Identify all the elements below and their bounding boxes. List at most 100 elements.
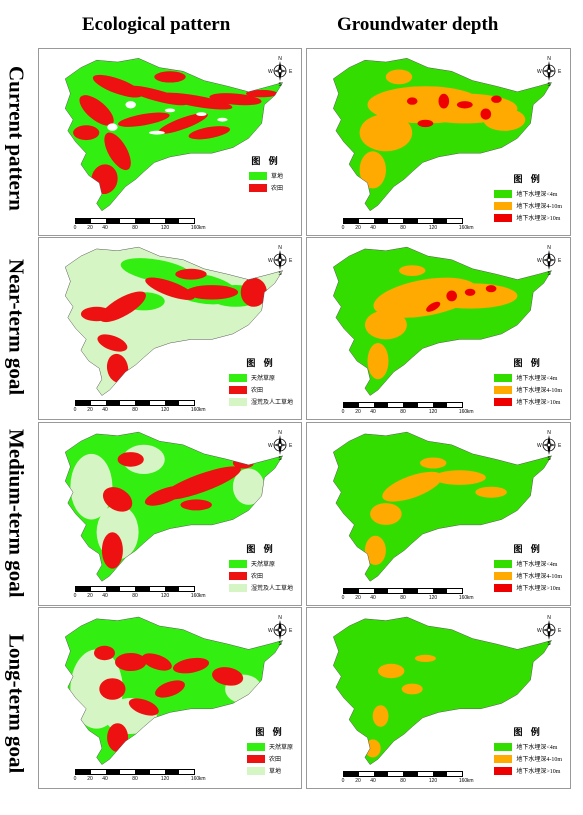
- north-arrow-icon: N S W E: [536, 55, 562, 88]
- scale-tick: 40: [370, 225, 376, 231]
- legend-item: 草地: [248, 171, 283, 180]
- scale-bar: 0 20 40 80 120 160 km: [74, 769, 206, 782]
- svg-text:N: N: [547, 56, 551, 62]
- map: [332, 431, 553, 582]
- legend-item: 地下水埋深<4m: [494, 742, 562, 751]
- map-legend: 图 例地下水埋深<4m 地下水埋深4-10m 地下水埋深>10m: [494, 172, 562, 225]
- ecological-pattern-panel-3: N S W E 图 例天然草原 农田 湿荒及人工草地 0 20 40 80 120 160 km: [38, 422, 302, 606]
- legend-swatch: [228, 571, 247, 580]
- map: [64, 58, 284, 212]
- scale-tick: 0: [73, 407, 77, 413]
- svg-text:N: N: [547, 430, 551, 436]
- map: [64, 246, 284, 396]
- scale-tick: 120: [428, 409, 438, 415]
- legend-swatch: [494, 373, 513, 382]
- svg-text:W: W: [537, 443, 542, 449]
- column-title-ecological: Ecological pattern: [82, 14, 231, 35]
- svg-text:N: N: [278, 56, 282, 62]
- legend-title: 图 例: [513, 174, 543, 184]
- scale-tick: 20: [87, 593, 93, 599]
- legend-item: 天然草原: [246, 742, 293, 751]
- legend-swatch: [246, 766, 265, 775]
- svg-text:E: E: [289, 69, 293, 75]
- scale-tick: 40: [370, 778, 376, 784]
- scale-tick: 40: [102, 776, 108, 782]
- legend-item: 地下水埋深4-10m: [494, 201, 562, 210]
- svg-text:E: E: [558, 628, 562, 634]
- svg-text:S: S: [547, 641, 551, 646]
- map-legend: 图 例地下水埋深<4m 地下水埋深4-10m 地下水埋深>10m: [494, 356, 562, 409]
- scale-tick: 120: [160, 407, 170, 413]
- legend-item: 农田: [228, 571, 293, 580]
- legend-swatch: [228, 397, 247, 406]
- north-arrow-icon: N S W E: [267, 244, 293, 277]
- scale-unit: km: [198, 776, 206, 782]
- svg-text:N: N: [278, 430, 282, 436]
- ecological-pattern-panel-2: N S W E 图 例天然草原 农田 湿荒及人工草地 0 20 40 80 120 160 km: [38, 237, 302, 420]
- legend-label: 地下水埋深>10m: [516, 216, 561, 222]
- scale-tick: 0: [341, 778, 345, 784]
- legend-label: 天然草原: [250, 562, 275, 568]
- scale-tick: 160: [190, 407, 200, 413]
- scale-bar: 0 20 40 80 120 160 km: [341, 218, 474, 231]
- scale-unit: km: [466, 409, 474, 415]
- legend-label: 地下水埋深4-10m: [516, 574, 562, 580]
- scale-unit: km: [466, 225, 474, 231]
- north-arrow-icon: N S W E: [267, 614, 293, 647]
- north-arrow-icon: N S W E: [267, 429, 293, 462]
- legend-label: 湿荒及人工草地: [250, 400, 293, 406]
- scale-unit: km: [198, 225, 206, 231]
- legend-label: 地下水埋深<4m: [516, 745, 558, 751]
- scale-tick: 20: [87, 407, 93, 413]
- row-title-near-term: Near-term goal: [4, 258, 29, 396]
- svg-text:S: S: [547, 456, 551, 461]
- scale-tick: 80: [400, 225, 406, 231]
- legend-item: 农田: [246, 754, 293, 763]
- scale-tick: 0: [341, 409, 345, 415]
- legend-item: 地下水埋深4-10m: [494, 571, 562, 580]
- scale-tick: 160: [458, 225, 468, 231]
- scale-tick: 0: [341, 225, 345, 231]
- legend-item: 地下水埋深>10m: [494, 766, 562, 775]
- legend-swatch: [494, 213, 513, 222]
- map-legend: 图 例草地 农田: [248, 154, 283, 195]
- north-arrow-icon: N S W E: [536, 429, 562, 462]
- scale-tick: 20: [355, 595, 361, 601]
- map: [332, 246, 553, 396]
- legend-label: 湿荒及人工草地: [250, 586, 293, 592]
- map: [333, 58, 553, 212]
- scale-bar: 0 20 40 80 120 160 km: [74, 218, 206, 231]
- legend-item: 地下水埋深4-10m: [494, 385, 562, 394]
- scale-tick: 40: [370, 409, 376, 415]
- legend-item: 地下水埋深>10m: [494, 397, 562, 406]
- legend-label: 地下水埋深>10m: [516, 400, 561, 406]
- scale-tick: 20: [355, 778, 361, 784]
- scale-tick: 40: [102, 407, 108, 413]
- svg-text:N: N: [278, 615, 282, 621]
- ecological-pattern-panel-4: N S W E 图 例天然草原 农田 草地 0 20 40 80 120 160 km: [38, 607, 302, 789]
- legend-swatch: [228, 559, 247, 568]
- groundwater-depth-panel-3: N S W E 图 例地下水埋深<4m 地下水埋深4-10m 地下水埋深>10m 0…: [306, 422, 571, 606]
- legend-item: 草地: [246, 766, 293, 775]
- svg-text:W: W: [268, 443, 273, 449]
- legend-label: 地下水埋深<4m: [516, 376, 558, 382]
- legend-label: 农田: [270, 186, 283, 192]
- north-arrow-icon: N S W E: [267, 55, 293, 88]
- map-legend: 图 例天然草原 农田 湿荒及人工草地: [228, 542, 293, 595]
- scale-tick: 160: [458, 595, 468, 601]
- legend-title: 图 例: [513, 358, 543, 368]
- svg-text:S: S: [547, 271, 551, 276]
- column-title-groundwater: Groundwater depth: [337, 14, 499, 35]
- svg-text:W: W: [268, 628, 273, 634]
- legend-label: 地下水埋深>10m: [516, 586, 561, 592]
- row-title-current: Current pattern: [4, 65, 29, 211]
- legend-item: 地下水埋深>10m: [494, 213, 562, 222]
- legend-swatch: [494, 742, 513, 751]
- svg-text:S: S: [278, 271, 282, 276]
- scale-bar: 0 20 40 80 120 160 km: [74, 586, 206, 599]
- legend-label: 地下水埋深<4m: [516, 562, 558, 568]
- scale-tick: 80: [132, 407, 138, 413]
- groundwater-depth-panel-4: N S W E 图 例地下水埋深<4m 地下水埋深4-10m 地下水埋深>10m 0…: [306, 607, 571, 789]
- svg-text:W: W: [537, 628, 542, 634]
- svg-text:W: W: [268, 258, 273, 264]
